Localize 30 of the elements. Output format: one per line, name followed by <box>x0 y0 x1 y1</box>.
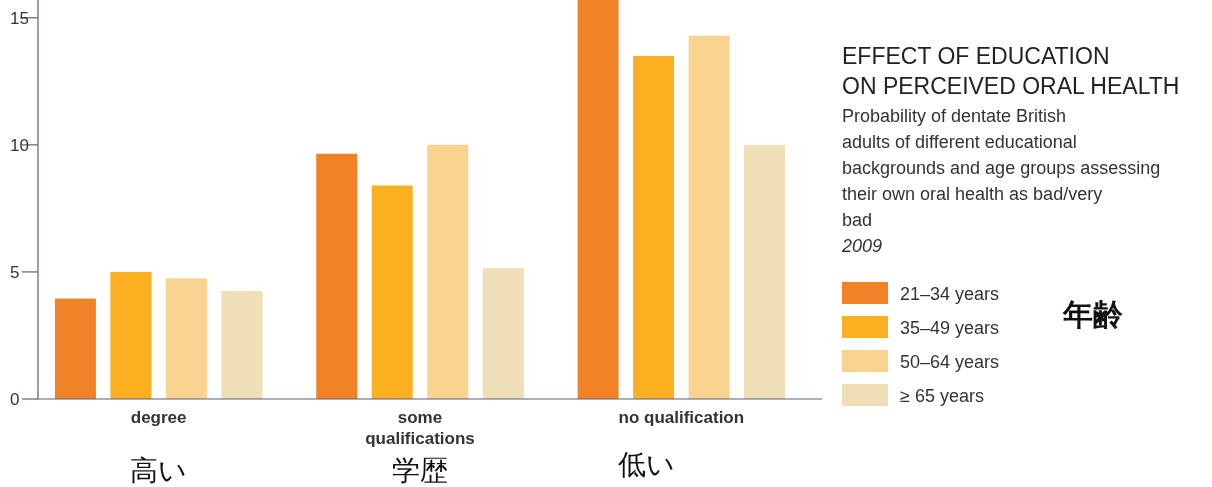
bar <box>110 271 152 399</box>
text: Probability of dentate British adults of different educational backgrounds and age groups assessing their own oral health as bad/very bad <box>842 106 1161 230</box>
text: 2009 <box>841 236 883 256</box>
y-tick-label: 15 <box>10 8 29 28</box>
bar <box>221 290 263 399</box>
text: 学歴 <box>392 455 448 486</box>
bar <box>633 55 675 399</box>
x-tick-label: no qualification <box>618 408 745 427</box>
text: 高い <box>130 455 188 486</box>
bar <box>371 185 413 399</box>
bar <box>316 153 358 399</box>
text: 低い <box>617 449 675 480</box>
x-tick-label: some qualifications <box>365 408 475 448</box>
bar <box>688 35 730 399</box>
bar <box>577 0 619 399</box>
y-tick-label: 5 <box>10 262 20 282</box>
y-tick-label: 0 <box>10 390 20 409</box>
x-tick-label: degree <box>130 408 187 427</box>
bar <box>427 144 469 399</box>
legend-label: 21–34 years <box>900 284 1000 304</box>
text: 年齢 <box>1062 298 1123 331</box>
legend-label: 35–49 years <box>900 318 1000 338</box>
bar <box>482 268 524 399</box>
text: EFFECT OF EDUCATION ON PERCEIVED ORAL HEALTH <box>842 43 1180 99</box>
bar <box>54 298 96 399</box>
bar <box>165 278 207 399</box>
bar <box>744 144 786 399</box>
legend-label: 50–64 years <box>900 352 1000 372</box>
y-tick-label: 10 <box>10 135 29 155</box>
legend-label: ≥ 65 years <box>900 386 984 406</box>
